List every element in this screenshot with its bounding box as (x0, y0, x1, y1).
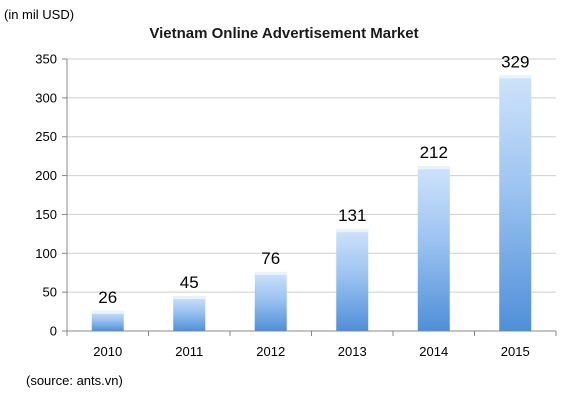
bar-cap-2014 (417, 166, 450, 170)
bar-cap-2015 (499, 75, 532, 79)
data-label-2012: 76 (261, 249, 280, 268)
source-note: (source: ants.vn) (26, 373, 123, 388)
data-label-2015: 329 (501, 52, 529, 71)
y-tick-label-350: 350 (35, 52, 57, 67)
data-label-2010: 26 (98, 288, 117, 307)
x-tick-label-2014: 2014 (419, 344, 448, 359)
x-tick-label-2015: 2015 (501, 344, 530, 359)
bar-2015 (499, 75, 532, 331)
bar-cap-2010 (91, 310, 124, 314)
bar-2013 (336, 229, 369, 331)
data-label-2014: 212 (420, 143, 448, 162)
y-tick-label-250: 250 (35, 129, 57, 144)
axes: 0 50 100 150 200 250 300 350 2010 2011 2012 2013 201… (35, 52, 557, 359)
unit-note: (in mil USD) (4, 7, 75, 22)
data-label-2013: 131 (338, 206, 366, 225)
chart-title: Vietnam Online Advertisement Market (149, 25, 419, 42)
y-tick-label-0: 0 (50, 324, 57, 339)
data-labels: 26 45 76 131 212 329 (98, 52, 529, 306)
y-tick-label-150: 150 (35, 207, 57, 222)
y-tick-label-50: 50 (43, 285, 57, 300)
data-label-2011: 45 (180, 273, 199, 292)
bar-cap-2013 (336, 229, 369, 233)
bars (91, 75, 532, 331)
bar-cap-2011 (173, 296, 206, 300)
bar-2011 (173, 296, 206, 331)
x-tick-label-2012: 2012 (256, 344, 285, 359)
grid-lines (67, 58, 556, 293)
x-tick-label-2010: 2010 (93, 344, 122, 359)
y-tick-label-200: 200 (35, 168, 57, 183)
x-tick-label-2013: 2013 (338, 344, 367, 359)
bar-2014 (417, 166, 450, 331)
bar-2010 (91, 310, 124, 331)
y-tick-label-100: 100 (35, 246, 57, 261)
bar-cap-2012 (254, 271, 287, 275)
y-tick-label-300: 300 (35, 90, 57, 105)
x-tick-label-2011: 2011 (175, 344, 203, 359)
bar-2012 (254, 271, 287, 331)
